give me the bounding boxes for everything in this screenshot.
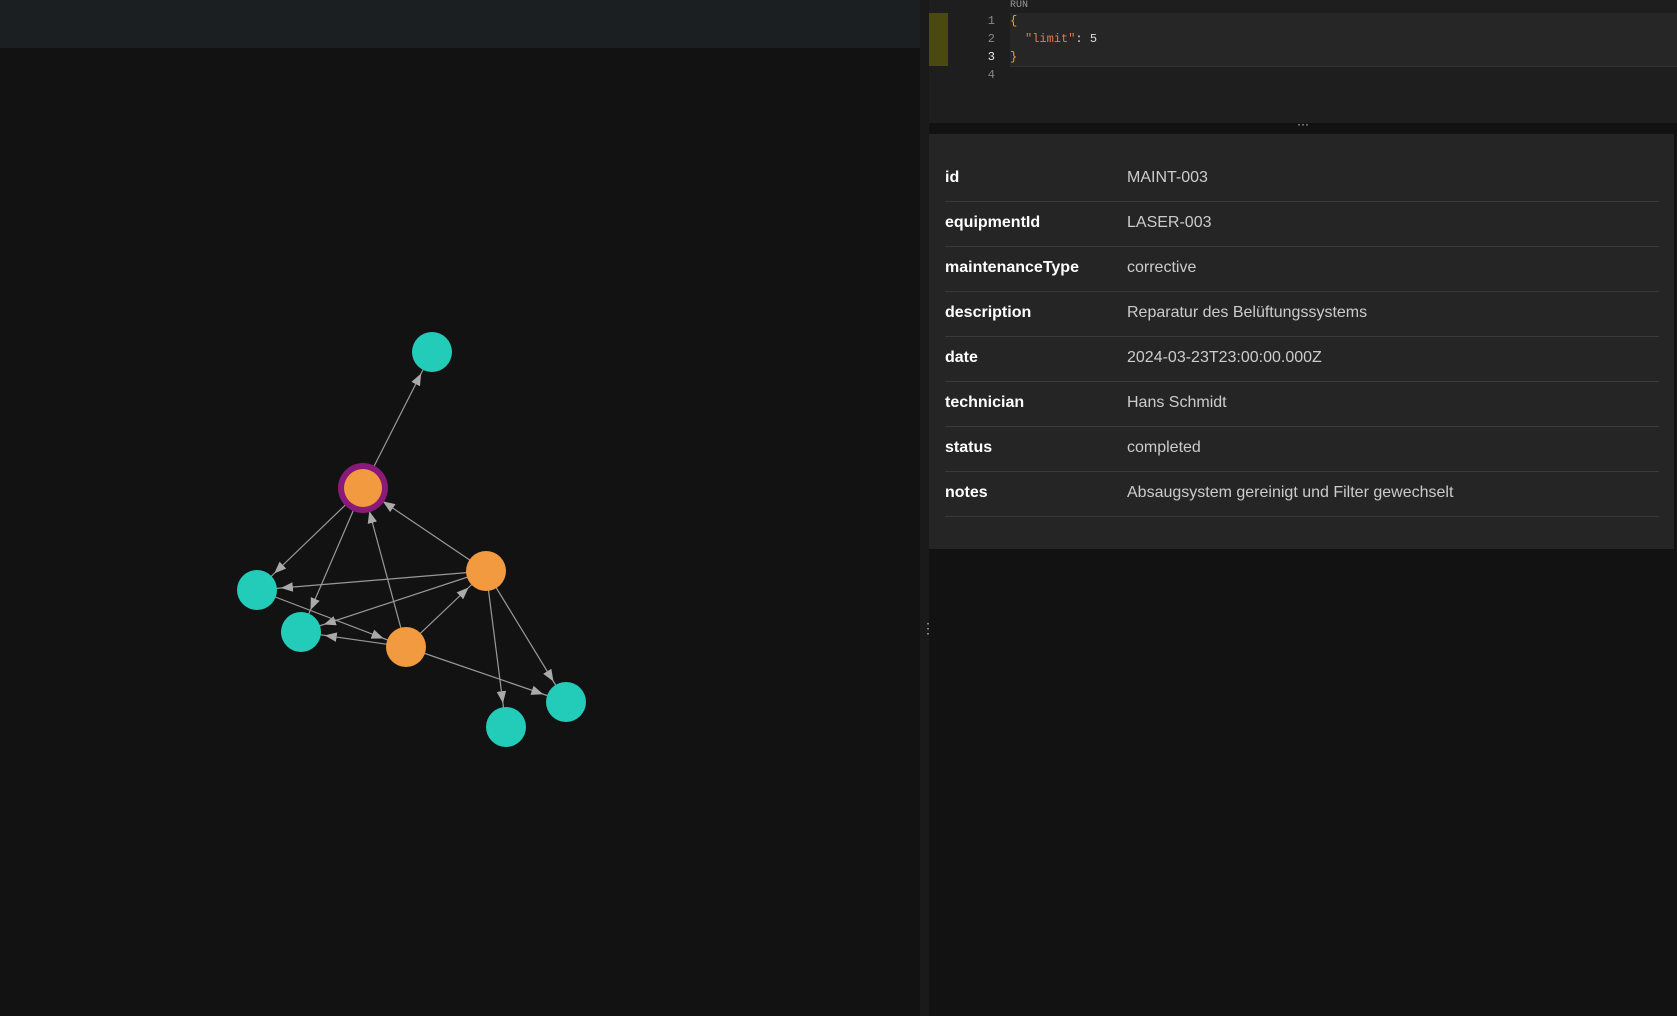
property-value: Absaugsystem gereinigt und Filter gewech… bbox=[1127, 484, 1454, 501]
graph-canvas[interactable] bbox=[0, 48, 920, 1016]
property-key: equipmentId bbox=[945, 214, 1041, 231]
line-number: 1 bbox=[987, 14, 995, 28]
property-key: maintenanceType bbox=[945, 259, 1079, 276]
gutter-marker bbox=[929, 13, 948, 66]
resize-handle[interactable]: ⋮ bbox=[921, 620, 935, 636]
code-token: : bbox=[1075, 32, 1083, 46]
property-row: technician Hans Schmidt bbox=[945, 381, 1659, 427]
properties-panel: id MAINT-003 equipmentId LASER-003 maintenan… bbox=[929, 134, 1674, 549]
property-value: completed bbox=[1127, 439, 1201, 456]
property-key: description bbox=[945, 304, 1032, 321]
edges bbox=[256, 351, 567, 728]
code-token: "limit" bbox=[1025, 32, 1076, 46]
toolbar bbox=[0, 0, 920, 48]
query-editor[interactable]: RUN 1 2 3 4 { "limit": 5 } bbox=[929, 0, 1677, 123]
property-row: maintenanceType corrective bbox=[945, 246, 1659, 292]
property-row: id MAINT-003 bbox=[945, 156, 1659, 202]
property-value: Hans Schmidt bbox=[1127, 394, 1227, 411]
line-number: 3 bbox=[987, 50, 995, 64]
property-row: equipmentId LASER-003 bbox=[945, 201, 1659, 247]
line-number: 2 bbox=[987, 32, 995, 46]
property-row: notes Absaugsystem gereinigt und Filter g… bbox=[945, 471, 1659, 517]
code-token: { bbox=[1010, 14, 1018, 28]
property-row: status completed bbox=[945, 426, 1659, 472]
code-token: 5 bbox=[1089, 32, 1098, 46]
run-label[interactable]: RUN bbox=[1010, 0, 1029, 11]
property-key: date bbox=[945, 349, 978, 366]
panel-menu[interactable]: ··· bbox=[1297, 117, 1309, 131]
property-key: notes bbox=[945, 484, 988, 501]
property-value: Reparatur des Belüftungssystems bbox=[1127, 304, 1368, 321]
property-row: description Reparatur des Belüftungssyste… bbox=[945, 291, 1659, 337]
property-key: status bbox=[945, 439, 993, 456]
divider[interactable] bbox=[920, 0, 929, 1016]
property-value: MAINT-003 bbox=[1127, 169, 1208, 186]
property-value: corrective bbox=[1127, 259, 1197, 276]
property-value: LASER-003 bbox=[1127, 214, 1212, 231]
code-token: } bbox=[1010, 50, 1018, 64]
line-highlight bbox=[1010, 13, 1677, 67]
property-key: id bbox=[945, 169, 960, 186]
property-row: date 2024-03-23T23:00:00.000Z bbox=[945, 336, 1659, 382]
property-value: 2024-03-23T23:00:00.000Z bbox=[1127, 349, 1322, 366]
line-number: 4 bbox=[987, 68, 995, 82]
property-key: technician bbox=[945, 394, 1025, 411]
nodes[interactable] bbox=[237, 332, 586, 747]
